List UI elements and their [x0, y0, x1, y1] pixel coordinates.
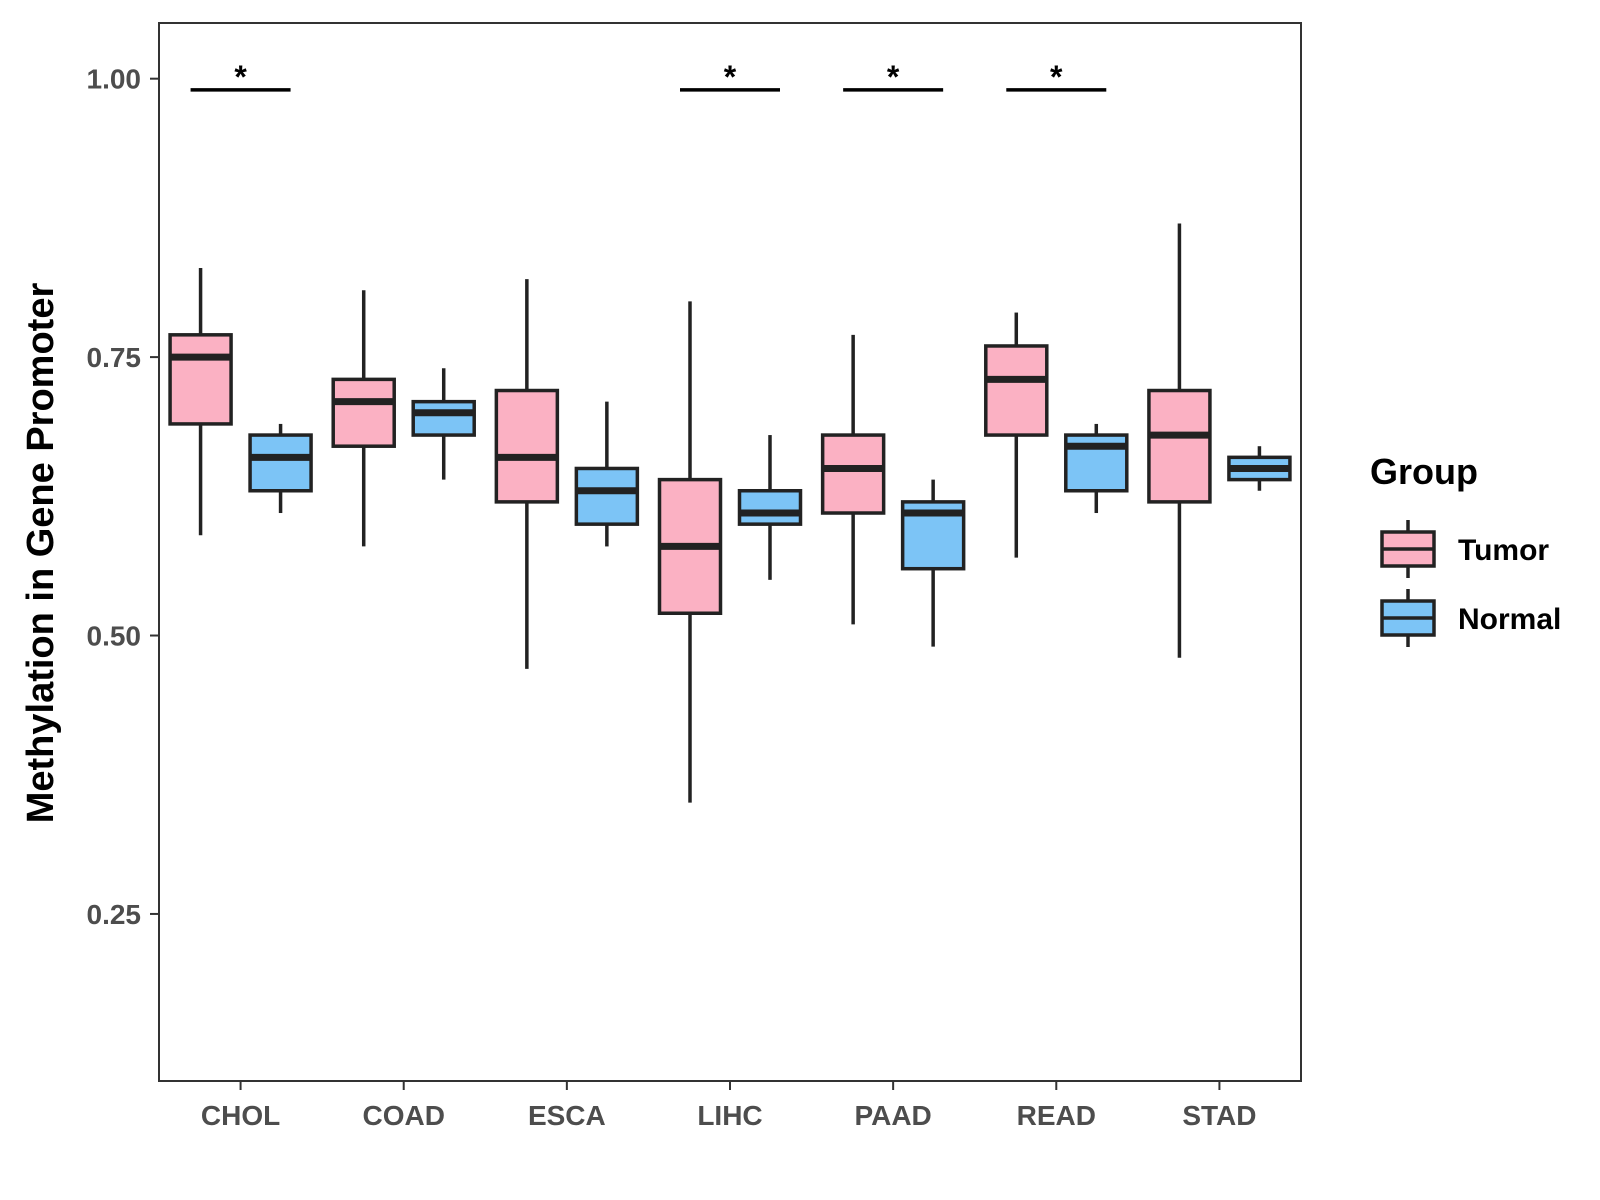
box-iqr	[574, 466, 640, 526]
x-axis: CHOL COAD ESCA LIHC PAAD READ STAD	[201, 1081, 1257, 1131]
box-tumor-coad	[331, 290, 396, 547]
y-axis-title: Methylation in Gene Promoter	[20, 283, 62, 824]
legend: Group Tumor Normal	[1370, 451, 1561, 647]
legend-item-tumor: Tumor	[1380, 520, 1549, 578]
box-iqr	[331, 377, 396, 448]
legend-label: Tumor	[1458, 534, 1549, 567]
box-normal-read	[1064, 423, 1129, 514]
x-tick-label: CHOL	[201, 1100, 280, 1131]
box-tumor-lihc	[657, 301, 723, 803]
box-iqr	[984, 344, 1049, 437]
box-iqr	[494, 388, 560, 504]
box-normal-chol	[248, 423, 313, 514]
box-normal-lihc	[737, 435, 803, 580]
x-tick-label: COAD	[362, 1100, 444, 1131]
y-axis: 0.25 0.50 0.75 1.00	[87, 64, 159, 930]
box-tumor-esca	[494, 279, 560, 669]
box-tumor-chol	[168, 268, 233, 536]
significance-star: *	[234, 59, 247, 95]
plot-marks: * * * *	[168, 59, 1292, 803]
box-iqr	[411, 399, 476, 437]
legend-title: Group	[1370, 451, 1478, 492]
box-normal-esca	[574, 401, 640, 547]
x-tick-label: ESCA	[528, 1100, 606, 1131]
legend-label: Normal	[1458, 603, 1561, 636]
box-normal-coad	[411, 368, 476, 480]
y-tick-label: 0.75	[87, 342, 142, 373]
significance-star: *	[1050, 59, 1063, 95]
x-tick-label: STAD	[1182, 1100, 1256, 1131]
x-tick-label: LIHC	[697, 1100, 762, 1131]
box-tumor-read	[984, 312, 1049, 558]
legend-item-normal: Normal	[1380, 589, 1561, 647]
box-tumor-stad	[1147, 223, 1212, 658]
box-iqr	[737, 488, 803, 526]
box-tumor-paad	[820, 334, 886, 625]
y-tick-label: 0.25	[87, 899, 142, 930]
box-iqr	[248, 433, 313, 493]
x-tick-label: READ	[1017, 1100, 1096, 1131]
x-tick-label: PAAD	[855, 1100, 932, 1131]
box-iqr	[1147, 388, 1212, 504]
significance-star: *	[724, 59, 737, 95]
box-normal-paad	[900, 479, 966, 647]
box-iqr	[168, 333, 233, 426]
significance-star: *	[887, 59, 900, 95]
y-tick-label: 1.00	[87, 64, 142, 95]
box-normal-stad	[1227, 446, 1292, 491]
box-iqr	[820, 433, 886, 515]
y-tick-label: 0.50	[87, 621, 142, 652]
